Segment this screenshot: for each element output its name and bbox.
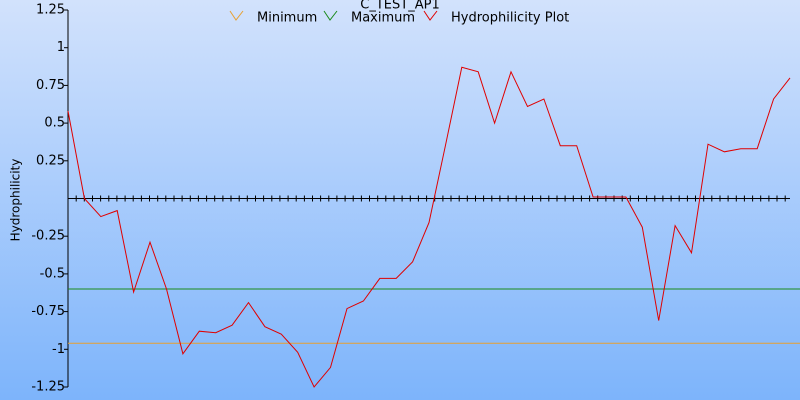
y-tick-label: -0.25	[31, 229, 65, 244]
y-tick-label: -1	[52, 342, 65, 357]
y-tick-label: 0.5	[44, 116, 65, 131]
legend-label: Minimum	[257, 11, 317, 26]
x-axis-ticks	[67, 195, 786, 202]
data-line	[67, 66, 791, 388]
y-tick-label: 0.25	[36, 153, 65, 168]
chart-title: C_TEST_AP1	[360, 0, 439, 13]
y-tick-label: 1	[57, 40, 65, 55]
y-tick-label: -0.5	[40, 266, 65, 281]
legend-label: Maximum	[351, 11, 415, 26]
legend-icon	[229, 10, 244, 21]
y-tick-label: 1.25	[36, 3, 65, 18]
y-tick-label: -1.25	[31, 380, 65, 395]
y-tick-label: -0.75	[31, 304, 65, 319]
legend-label: Hydrophilicity Plot	[451, 11, 569, 26]
y-axis-label: Hydrophilicity	[9, 159, 23, 242]
legend-icon	[323, 10, 338, 21]
legend-icon	[423, 10, 438, 21]
y-tick-label: 0.75	[36, 78, 65, 93]
